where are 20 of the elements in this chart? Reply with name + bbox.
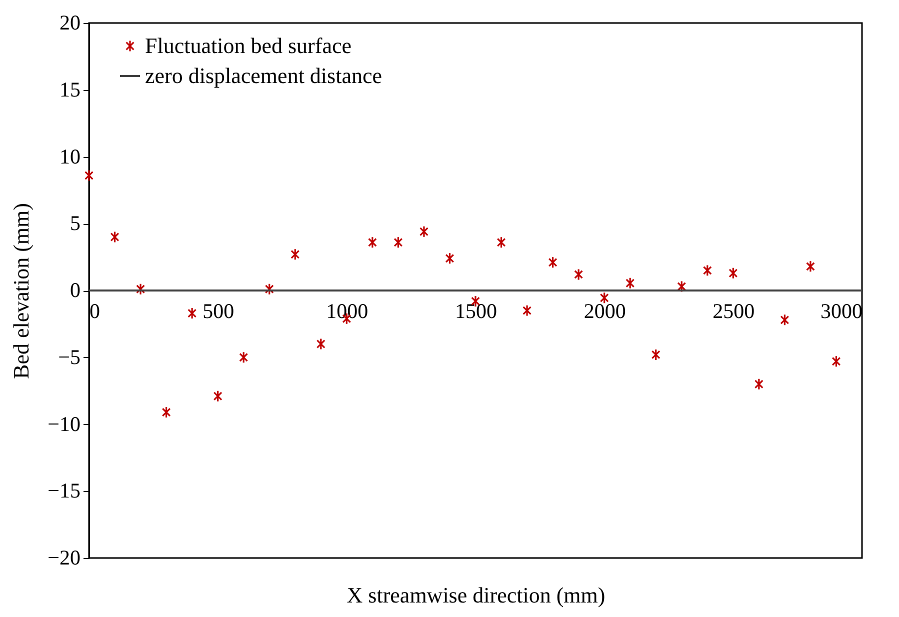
y-tick-label: −20 bbox=[48, 546, 80, 570]
x-tick-label: 0 bbox=[90, 299, 100, 323]
y-tick-label: 15 bbox=[60, 77, 80, 102]
y-axis-title: Bed elevation (mm) bbox=[8, 203, 34, 379]
y-tick-label: 20 bbox=[60, 10, 80, 34]
x-tick-label: 3000 bbox=[820, 299, 862, 323]
legend-label: zero displacement distance bbox=[145, 63, 382, 88]
y-tick-label: 5 bbox=[70, 211, 80, 236]
x-tick-label: 2500 bbox=[712, 299, 755, 323]
y-tick-label: 10 bbox=[60, 144, 80, 168]
y-tick-label: −5 bbox=[58, 344, 80, 369]
x-axis-title: X streamwise direction (mm) bbox=[346, 582, 606, 608]
x-tick-label: 500 bbox=[202, 299, 234, 323]
y-tick-label: 0 bbox=[70, 278, 80, 302]
x-tick-label: 2000 bbox=[584, 299, 626, 323]
x-tick-label: 1000 bbox=[326, 299, 368, 323]
x-tick-label: 1500 bbox=[455, 299, 497, 323]
y-tick-label: −15 bbox=[48, 478, 80, 503]
legend-label: Fluctuation bed surface bbox=[145, 33, 352, 58]
y-tick-label: −10 bbox=[48, 412, 80, 436]
